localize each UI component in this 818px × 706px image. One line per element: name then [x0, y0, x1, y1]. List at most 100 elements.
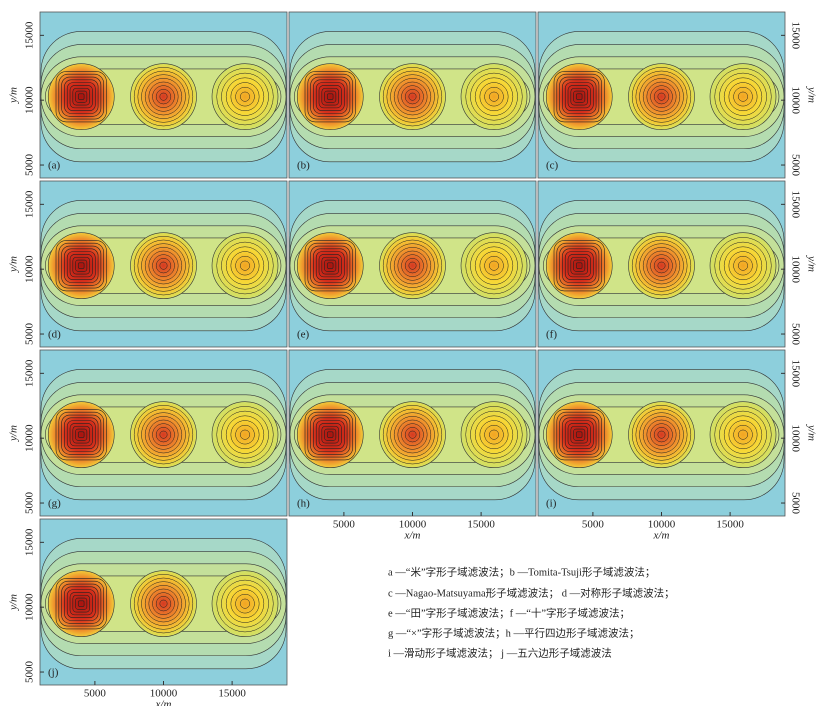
y-tick-label: 5000	[24, 154, 36, 177]
contour-line	[556, 411, 602, 458]
contour-line	[657, 92, 666, 101]
contour-line	[133, 67, 194, 127]
contour-line	[159, 430, 168, 439]
anomaly	[628, 232, 695, 299]
contour-line	[318, 85, 342, 109]
contour-line	[393, 416, 432, 454]
contour-line	[653, 89, 670, 105]
contour-line	[390, 74, 435, 119]
contour-line	[221, 579, 269, 628]
contour-line	[327, 431, 334, 438]
panel-label: (b)	[297, 160, 310, 172]
y-tick-label: 15000	[789, 360, 801, 388]
contour-line	[230, 589, 260, 619]
contour-line	[489, 260, 499, 271]
contour-line	[152, 254, 175, 277]
panel-label: (g)	[48, 498, 61, 510]
contour-line	[313, 79, 348, 114]
contour-line	[327, 93, 334, 100]
contour-line	[55, 578, 107, 630]
x-axis-label: x/m	[653, 530, 670, 542]
contour-line	[133, 574, 194, 634]
contour-line	[489, 429, 499, 440]
contour-line	[75, 597, 88, 610]
contour-line	[133, 236, 194, 296]
contour-line	[733, 255, 753, 276]
contour-line	[69, 592, 93, 616]
contour-line	[75, 259, 88, 272]
anomaly	[211, 232, 279, 299]
contour-line	[321, 87, 339, 106]
x-tick-label: 10000	[399, 519, 427, 531]
y-tick-label: 5000	[789, 154, 801, 177]
anomaly	[47, 63, 115, 130]
contour-line	[58, 411, 104, 458]
anomaly	[130, 63, 197, 130]
contour-line	[61, 245, 102, 286]
contour-line	[64, 79, 99, 114]
contour-line	[141, 74, 186, 119]
contour-line	[650, 254, 673, 277]
y-tick-label: 5000	[789, 323, 801, 346]
contour-line	[307, 242, 353, 289]
anomaly	[460, 63, 528, 130]
y-axis-label: y/m	[8, 594, 20, 611]
panels: (a) 5000 10000 15000 y/m (b) (c) 5000 10000 15000…	[8, 11, 817, 706]
contour-line	[642, 416, 681, 454]
contour-line	[72, 594, 90, 613]
contour-line	[479, 420, 509, 450]
contour-line	[562, 79, 597, 114]
contour-line	[61, 76, 102, 117]
panel-frame	[537, 180, 786, 348]
x-tick-label: 15000	[716, 519, 744, 531]
y-axis-label: y/m	[8, 256, 20, 273]
contour-line	[564, 82, 594, 111]
contour-line	[225, 415, 265, 454]
panel-label: (d)	[48, 329, 61, 341]
y-tick-label: 15000	[789, 22, 801, 50]
contour-line	[66, 82, 96, 111]
y-tick-label: 15000	[24, 21, 36, 49]
y-tick-label: 5000	[24, 323, 36, 346]
panel-label: (h)	[297, 498, 310, 510]
contour-line	[642, 247, 681, 285]
contour-line	[567, 85, 591, 109]
contour-line	[631, 67, 692, 127]
y-tick-label: 10000	[789, 424, 801, 452]
contour-line	[216, 68, 274, 126]
contour-line	[556, 242, 602, 289]
contour-line	[75, 428, 88, 441]
anomaly	[460, 232, 528, 299]
contour-line	[576, 262, 583, 269]
contour-line	[474, 77, 514, 116]
contour-line	[155, 596, 172, 612]
contour-line	[58, 242, 104, 289]
contour-line	[66, 251, 96, 280]
contour-line	[69, 254, 93, 278]
contour-line	[401, 254, 424, 277]
contour-line	[72, 425, 90, 444]
contour-line	[216, 237, 274, 295]
contour-line	[639, 243, 684, 288]
contour-line	[474, 246, 514, 285]
anomaly	[545, 63, 613, 130]
contour-line	[564, 251, 594, 280]
x-tick-label: 10000	[648, 519, 676, 531]
anomaly	[47, 232, 115, 299]
panel-label: (f)	[546, 329, 557, 341]
contour-line	[144, 78, 183, 116]
y-axis-label: y/m	[8, 425, 20, 442]
contour-line	[642, 78, 681, 116]
panel-frame	[39, 180, 288, 348]
contour-line	[137, 577, 190, 630]
y-tick-label: 5000	[24, 661, 36, 684]
contour-line	[556, 73, 602, 120]
contour-line	[646, 250, 677, 281]
contour-line	[408, 261, 417, 270]
contour-line	[152, 423, 175, 446]
contour-line	[570, 425, 588, 444]
panel-frame	[288, 180, 537, 348]
x-tick-label: 5000	[582, 519, 605, 531]
contour-line	[304, 409, 356, 461]
contour-line	[141, 412, 186, 457]
